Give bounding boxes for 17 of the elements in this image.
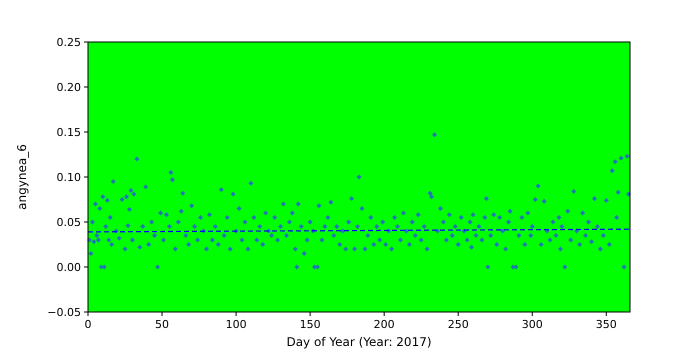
- y-tick-label: 0.15: [56, 126, 81, 139]
- x-tick-label: 100: [226, 318, 247, 331]
- x-tick-label: 50: [155, 318, 170, 331]
- x-axis-title: Day of Year (Year: 2017): [286, 335, 432, 349]
- x-tick-label: 200: [374, 318, 395, 331]
- x-tick-label: 150: [300, 318, 321, 331]
- y-tick-label: 0.10: [56, 170, 81, 184]
- y-tick-label: 0.05: [56, 216, 81, 229]
- x-tick-label: 350: [596, 318, 617, 331]
- y-tick-label: −0.05: [47, 306, 81, 319]
- x-tick-label: 250: [448, 318, 469, 331]
- y-tick-label: 0.20: [56, 80, 81, 94]
- x-tick-label: 300: [522, 318, 543, 331]
- y-tick-label: 0.25: [56, 36, 81, 49]
- x-tick-label: 0: [84, 318, 92, 331]
- y-tick-label: 0.00: [56, 260, 81, 274]
- y-axis-title: angynea_6: [15, 144, 29, 210]
